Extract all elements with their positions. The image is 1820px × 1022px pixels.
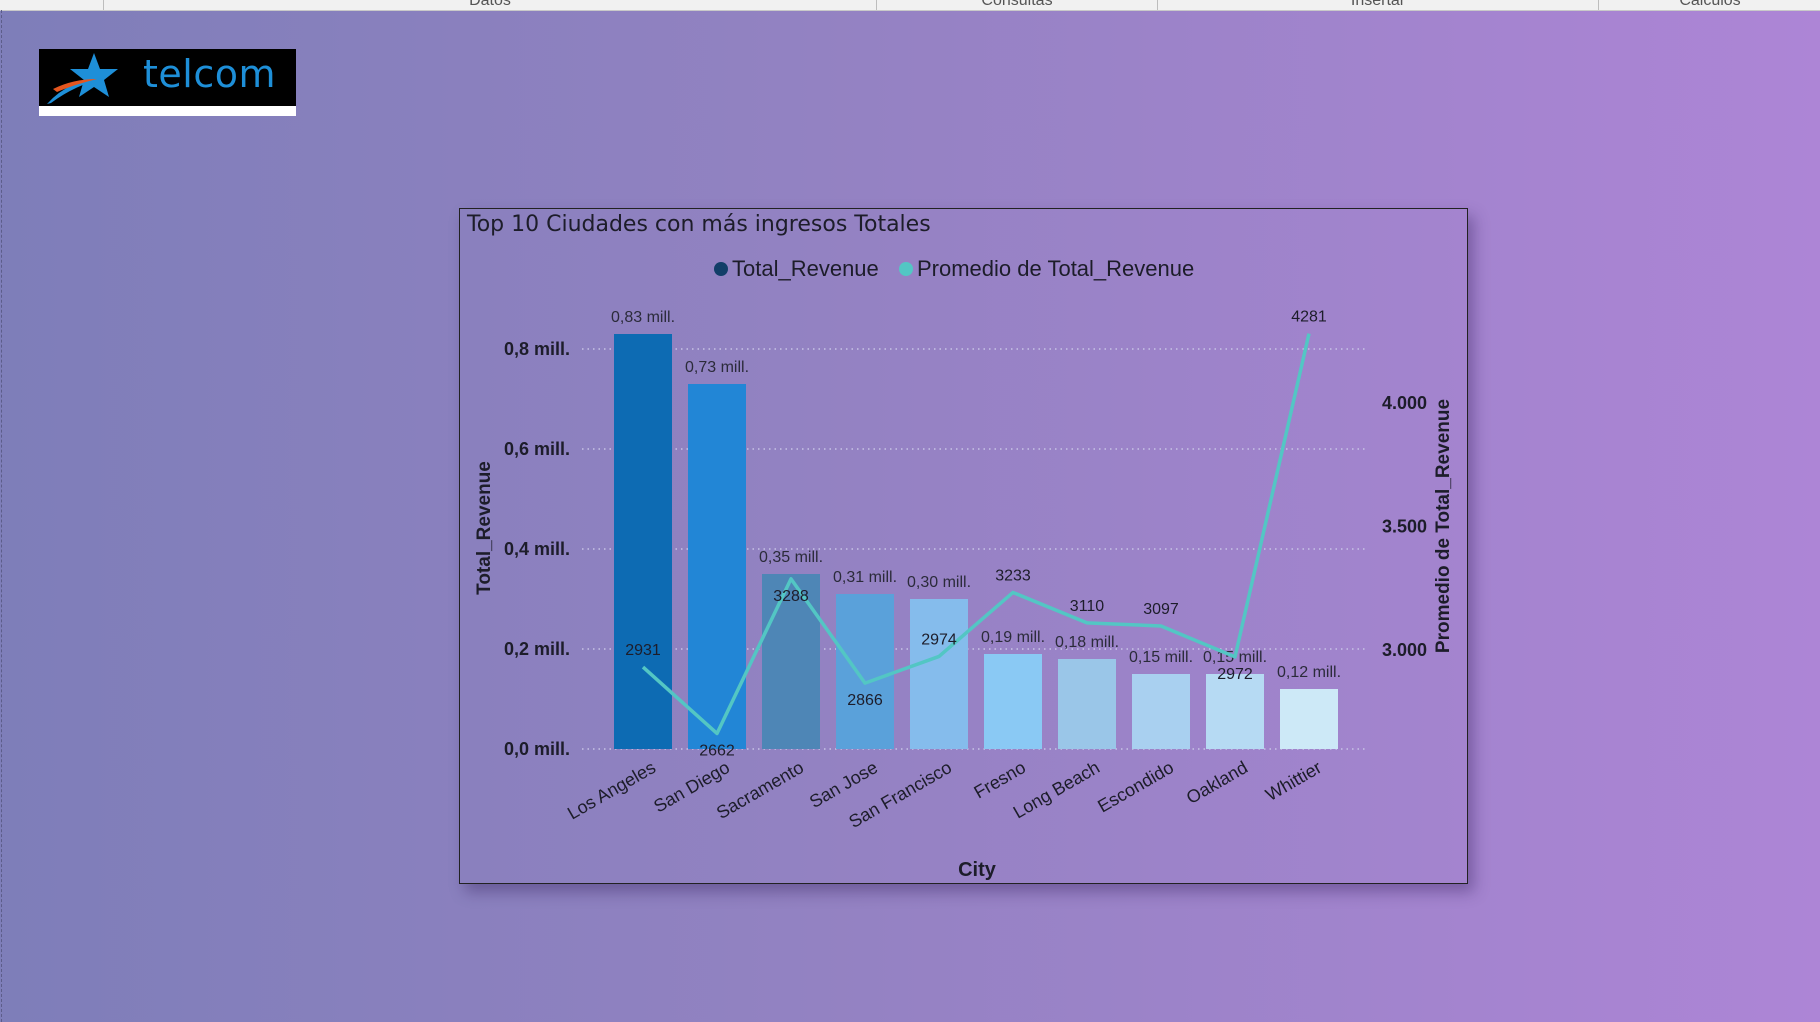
y2-tick-label: 3.000 <box>1382 640 1427 660</box>
legend-label-promedio: Promedio de Total_Revenue <box>917 256 1194 281</box>
ribbon-group-insertar[interactable]: Insertar <box>1157 0 1598 10</box>
bar-data-label: 0,15 mill. <box>1129 649 1193 666</box>
chart-title: Top 10 Ciudades con más ingresos Totales <box>467 212 931 237</box>
y2-tick-label: 4.000 <box>1382 393 1427 413</box>
line-data-label: 2974 <box>921 631 957 648</box>
line-data-label: 2931 <box>625 642 661 659</box>
y-axis-title: Total_Revenue <box>474 461 495 595</box>
bar-escondido <box>1132 674 1190 749</box>
bar-san-francisco <box>910 599 968 749</box>
chart-visual[interactable]: Top 10 Ciudades con más ingresos Totales… <box>459 208 1468 884</box>
x-axis-title: City <box>958 859 997 881</box>
bar-data-label: 0,19 mill. <box>981 629 1045 646</box>
legend-marker-total-revenue <box>714 262 728 276</box>
legend-label-total-revenue: Total_Revenue <box>732 256 879 281</box>
legend-marker-promedio <box>899 262 913 276</box>
line-data-label: 3110 <box>1070 598 1105 615</box>
ribbon-group-label: Consultas <box>981 0 1053 9</box>
bar-data-label: 0,12 mill. <box>1277 664 1341 681</box>
bar-oakland <box>1206 674 1264 749</box>
bar-data-label: 0,35 mill. <box>759 549 823 566</box>
ribbon-group-calculos[interactable]: Cálculos <box>1598 0 1820 10</box>
line-data-label: 3288 <box>773 588 809 605</box>
bar-los-angeles <box>614 334 672 749</box>
line-data-labels: 2931 2662 3288 2866 2974 3233 3110 3097 2972 4281 <box>625 309 1327 760</box>
star-swoosh-logo-icon <box>47 53 118 104</box>
x-tick-label: Oakland <box>1183 757 1251 808</box>
y2-axis-title: Promedio de Total_Revenue <box>1433 399 1454 653</box>
bar-long-beach <box>1058 659 1116 749</box>
combo-chart: Total_Revenue Promedio de Total_Revenue … <box>474 256 1454 881</box>
y2-tick-label: 3.500 <box>1382 517 1427 537</box>
ribbon-group-consultas[interactable]: Consultas <box>876 0 1157 10</box>
ribbon-group-label: Cálculos <box>1679 0 1741 9</box>
bar-data-label: 0,18 mill. <box>1055 634 1119 651</box>
x-tick-label: Los Angeles <box>564 757 659 823</box>
y-axis-ticks: 0,0 mill. 0,2 mill. 0,4 mill. 0,6 mill. 0,8 … <box>504 339 570 759</box>
telcom-logo: telcom <box>39 49 296 116</box>
y-tick-label: 0,6 mill. <box>504 439 570 459</box>
ribbon-bar: Datos Consultas Insertar Cálculos <box>0 0 1820 11</box>
line-data-label: 3097 <box>1143 601 1179 618</box>
bar-data-label: 0,83 mill. <box>611 309 675 326</box>
bar-data-label: 0,31 mill. <box>833 569 897 586</box>
y-tick-label: 0,4 mill. <box>504 539 570 559</box>
chart-legend[interactable]: Total_Revenue Promedio de Total_Revenue <box>714 256 1194 281</box>
bar-data-label: 0,73 mill. <box>685 359 749 376</box>
y-tick-label: 0,8 mill. <box>504 339 570 359</box>
bar-san-diego <box>688 384 746 749</box>
canvas-edge-divider <box>1 10 2 1022</box>
line-data-label: 2972 <box>1217 666 1253 683</box>
line-promedio-total-revenue <box>641 333 1311 736</box>
line-data-label: 2866 <box>847 692 883 709</box>
bar-fresno <box>984 654 1042 749</box>
bar-data-labels: 0,83 mill. 0,73 mill. 0,35 mill. 0,31 mill.… <box>611 309 1341 681</box>
line-series <box>641 333 1311 736</box>
x-tick-label: Whittier <box>1262 757 1325 805</box>
y2-axis-ticks: 3.000 3.500 4.000 <box>1382 393 1427 660</box>
y-tick-label: 0,2 mill. <box>504 639 570 659</box>
bar-whittier <box>1280 689 1338 749</box>
bar-san-jose <box>836 594 894 749</box>
logo-text: telcom <box>143 52 276 96</box>
line-data-label: 3233 <box>995 567 1031 584</box>
bar-data-label: 0,30 mill. <box>907 574 971 591</box>
ribbon-group-label: Insertar <box>1350 0 1406 9</box>
y-tick-label: 0,0 mill. <box>504 739 570 759</box>
ribbon-group-label: Datos <box>469 0 511 9</box>
line-data-label: 4281 <box>1291 309 1327 326</box>
logo-white-band <box>39 106 296 116</box>
ribbon-group-datos[interactable]: Datos <box>103 0 876 10</box>
line-data-label: 2662 <box>699 742 735 759</box>
x-tick-label: Escondido <box>1094 757 1177 816</box>
x-tick-label: Fresno <box>970 757 1029 802</box>
gridlines <box>582 348 1365 750</box>
bar-series <box>614 334 1338 749</box>
